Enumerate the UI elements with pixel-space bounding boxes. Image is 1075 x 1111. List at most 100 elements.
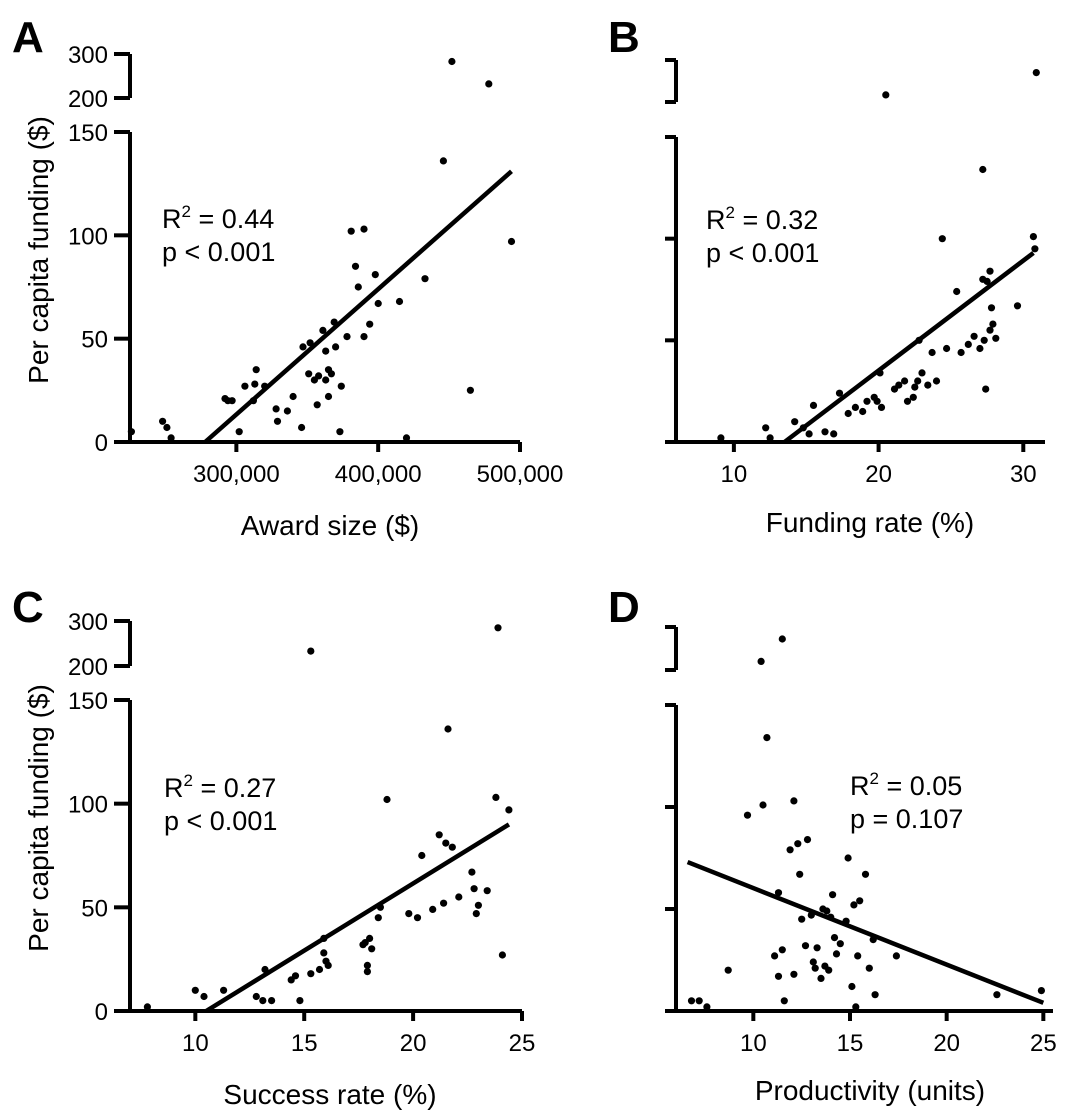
data-point xyxy=(402,434,411,442)
data-point xyxy=(987,304,996,312)
data-point xyxy=(914,377,922,385)
data-point xyxy=(439,157,447,165)
data-point xyxy=(322,347,330,355)
data-point xyxy=(724,966,732,974)
data-point xyxy=(307,647,315,655)
x-axis-label: Award size ($) xyxy=(241,510,419,541)
data-point xyxy=(371,271,379,279)
data-point xyxy=(993,991,1001,999)
data-point xyxy=(743,811,752,819)
data-point xyxy=(374,914,382,922)
y-tick-label: 150 xyxy=(68,120,108,147)
data-point xyxy=(780,997,788,1005)
data-point xyxy=(305,370,313,378)
data-point xyxy=(850,901,858,909)
data-point xyxy=(852,1003,860,1011)
data-point xyxy=(859,407,867,416)
data-point xyxy=(813,944,821,952)
y-tick-label: 300 xyxy=(68,42,108,69)
data-point xyxy=(821,428,829,436)
data-point xyxy=(836,940,844,948)
data-point xyxy=(759,801,767,809)
data-point xyxy=(220,986,228,994)
data-point xyxy=(861,870,870,878)
data-point xyxy=(273,417,282,425)
data-point xyxy=(982,385,990,393)
data-point xyxy=(442,839,450,847)
data-point xyxy=(336,428,344,436)
panel-a: A 0 50 100 150 200 300 300,000 400,000 500,000 Aw… xyxy=(12,13,563,541)
panel-c: C 0 50 100 150 200 300 10 15 20 25 Success rate (%… xyxy=(12,583,535,1110)
data-point xyxy=(829,891,837,899)
data-point xyxy=(307,970,315,978)
r-squared-label: R2 = 0.05 xyxy=(850,769,962,801)
data-point xyxy=(854,952,862,960)
p-value-label: p = 0.107 xyxy=(850,804,963,834)
data-point xyxy=(895,381,903,389)
y-tick-label: 300 xyxy=(68,609,108,636)
data-point xyxy=(343,333,351,341)
data-point xyxy=(315,965,324,974)
data-point xyxy=(159,417,167,425)
x-tick-label: 20 xyxy=(933,1030,960,1057)
data-point xyxy=(687,997,696,1005)
data-point xyxy=(1029,233,1037,241)
data-point xyxy=(892,952,901,960)
data-point xyxy=(444,725,452,733)
panel-a-letter: A xyxy=(12,13,44,62)
data-point xyxy=(468,868,476,876)
data-point xyxy=(877,403,886,411)
data-point xyxy=(351,262,360,270)
x-tick-label: 25 xyxy=(1030,1030,1057,1057)
data-point xyxy=(953,287,961,296)
data-point xyxy=(970,332,978,340)
data-point xyxy=(347,227,355,235)
data-point xyxy=(856,897,864,905)
panel-d-plot: 10 15 20 25 Productivity (units) R2 = 0.05p =… xyxy=(665,625,1057,1106)
x-tick-label: 15 xyxy=(291,1030,318,1057)
data-point xyxy=(492,793,500,802)
data-point xyxy=(844,854,852,862)
data-point xyxy=(337,382,345,390)
data-point xyxy=(474,901,482,909)
data-point xyxy=(507,237,516,246)
data-point xyxy=(774,972,783,980)
x-axis-label: Productivity (units) xyxy=(755,1075,985,1106)
panel-b: B 10 20 30 Funding rate (%) R2 = 0.32p < 0.0… xyxy=(608,13,1045,538)
data-point xyxy=(909,393,917,401)
data-point xyxy=(809,958,817,966)
y-axis-label: Per capita funding ($) xyxy=(23,684,54,952)
y-tick-label: 0 xyxy=(95,430,108,457)
data-point xyxy=(291,972,300,980)
data-point xyxy=(167,434,175,442)
data-point xyxy=(483,887,491,895)
data-point xyxy=(805,430,813,438)
data-point xyxy=(421,275,429,283)
data-point xyxy=(983,277,991,285)
data-point xyxy=(354,283,362,291)
data-point xyxy=(327,370,335,378)
data-point xyxy=(319,326,327,334)
data-point xyxy=(470,885,478,893)
data-point xyxy=(903,397,912,405)
regression-line xyxy=(783,251,1035,444)
data-point xyxy=(494,624,502,632)
data-point xyxy=(932,377,941,385)
data-point xyxy=(252,992,260,1001)
data-point xyxy=(485,80,493,88)
x-tick-label: 500,000 xyxy=(477,461,564,488)
p-value-label: p < 0.001 xyxy=(164,806,277,836)
data-point xyxy=(322,376,330,384)
data-point xyxy=(766,434,774,442)
data-point xyxy=(717,434,725,442)
data-point xyxy=(435,831,443,839)
panel-d-letter: D xyxy=(608,583,640,632)
data-point xyxy=(980,336,988,344)
data-point xyxy=(466,386,474,394)
data-point xyxy=(791,418,799,426)
data-point xyxy=(938,235,946,243)
x-tick-label: 15 xyxy=(837,1030,864,1057)
data-point xyxy=(848,982,856,991)
data-point xyxy=(298,423,306,432)
data-point xyxy=(778,946,786,954)
